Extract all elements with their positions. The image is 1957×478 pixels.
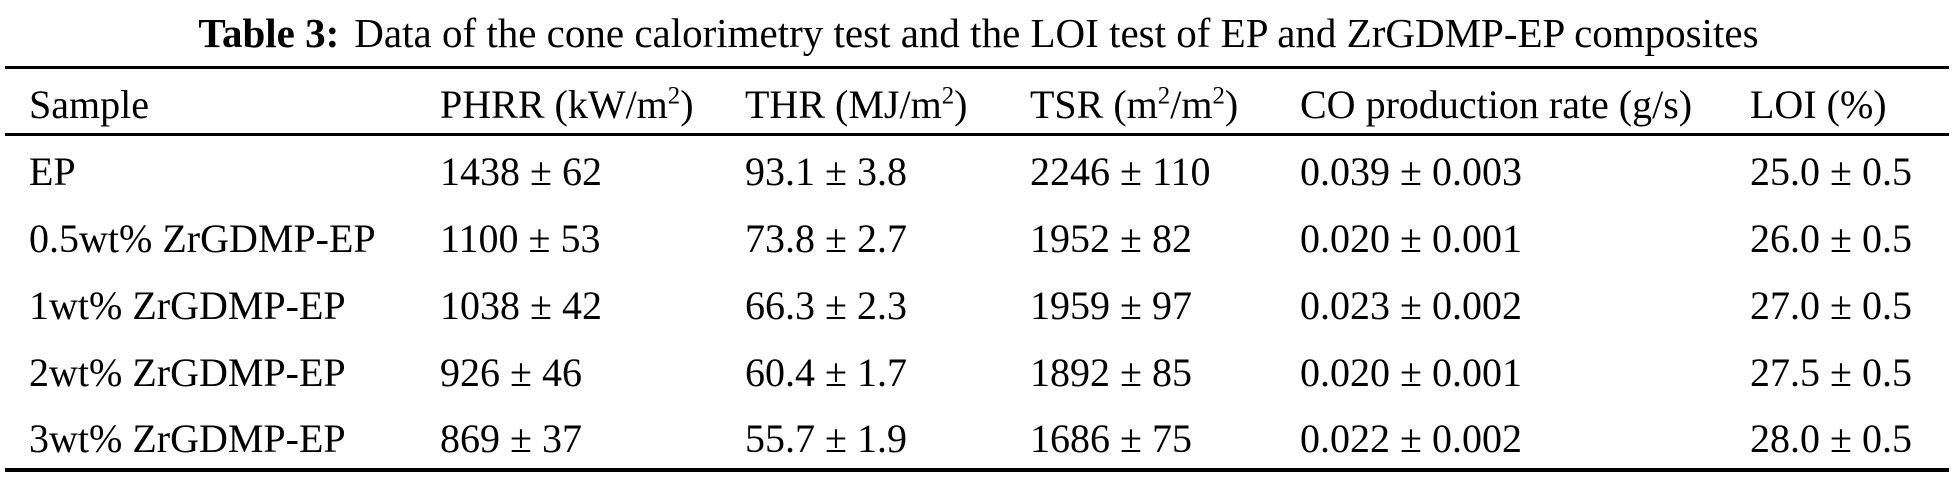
column-header-thr: THR (MJ/m2) bbox=[745, 67, 1030, 136]
header-row: Sample PHRR (kW/m2) THR (MJ/m2) TSR (m2/… bbox=[5, 67, 1949, 136]
cell-co-rate: 0.023 ± 0.002 bbox=[1300, 282, 1522, 328]
cell-loi: 27.5 ± 0.5 bbox=[1750, 349, 1912, 395]
table-row: 0.5wt% ZrGDMP-EP 1100 ± 53 73.8 ± 2.7 19… bbox=[5, 202, 1949, 269]
column-header-phrr: PHRR (kW/m2) bbox=[440, 67, 745, 136]
cell-tsr: 1959 ± 97 bbox=[1030, 282, 1192, 328]
cell-phrr: 926 ± 46 bbox=[440, 349, 582, 395]
cell-loi: 27.0 ± 0.5 bbox=[1750, 282, 1912, 328]
cell-co-rate: 0.020 ± 0.001 bbox=[1300, 215, 1522, 261]
cell-loi: 28.0 ± 0.5 bbox=[1750, 415, 1912, 461]
cell-sample: 1wt% ZrGDMP-EP bbox=[29, 282, 346, 328]
cell-tsr: 1686 ± 75 bbox=[1030, 415, 1192, 461]
cell-co-rate: 0.022 ± 0.002 bbox=[1300, 415, 1522, 461]
cell-phrr: 869 ± 37 bbox=[440, 415, 582, 461]
table-row: 2wt% ZrGDMP-EP 926 ± 46 60.4 ± 1.7 1892 … bbox=[5, 336, 1949, 403]
superscript: 2 bbox=[941, 82, 955, 110]
cell-sample: 2wt% ZrGDMP-EP bbox=[29, 349, 346, 395]
superscript: 2 bbox=[1212, 82, 1225, 110]
cell-thr: 66.3 ± 2.3 bbox=[745, 282, 907, 328]
column-header-co-rate: CO production rate (g/s) bbox=[1300, 67, 1750, 136]
cell-thr: 73.8 ± 2.7 bbox=[745, 215, 907, 261]
cell-sample: EP bbox=[29, 149, 76, 195]
cell-sample: 3wt% ZrGDMP-EP bbox=[29, 415, 346, 461]
column-header-tsr: TSR (m2/m2) bbox=[1030, 67, 1300, 136]
cell-phrr: 1038 ± 42 bbox=[440, 282, 602, 328]
cell-loi: 26.0 ± 0.5 bbox=[1750, 215, 1912, 261]
column-header-loi: LOI (%) bbox=[1750, 67, 1949, 136]
table-row: 3wt% ZrGDMP-EP 869 ± 37 55.7 ± 1.9 1686 … bbox=[5, 403, 1949, 470]
cell-tsr: 1892 ± 85 bbox=[1030, 349, 1192, 395]
table-caption-label: Table 3: bbox=[198, 10, 340, 56]
cell-phrr: 1438 ± 62 bbox=[440, 149, 602, 195]
cell-thr: 93.1 ± 3.8 bbox=[745, 149, 907, 195]
cell-phrr: 1100 ± 53 bbox=[440, 215, 601, 261]
cell-co-rate: 0.039 ± 0.003 bbox=[1300, 149, 1522, 195]
cell-thr: 60.4 ± 1.7 bbox=[745, 349, 907, 395]
cell-sample: 0.5wt% ZrGDMP-EP bbox=[29, 215, 376, 261]
column-header-sample: Sample bbox=[5, 67, 440, 136]
cell-loi: 25.0 ± 0.5 bbox=[1750, 149, 1912, 195]
superscript: 2 bbox=[1157, 82, 1171, 110]
cell-thr: 55.7 ± 1.9 bbox=[745, 415, 907, 461]
table-caption: Table 3: Data of the cone calorimetry te… bbox=[0, 0, 1957, 66]
table-row: 1wt% ZrGDMP-EP 1038 ± 42 66.3 ± 2.3 1959… bbox=[5, 269, 1949, 336]
cell-tsr: 1952 ± 82 bbox=[1030, 215, 1192, 261]
table-caption-text: Data of the cone calorimetry test and th… bbox=[354, 10, 1759, 56]
superscript: 2 bbox=[667, 82, 681, 110]
cell-tsr: 2246 ± 110 bbox=[1030, 149, 1211, 195]
table-row: EP 1438 ± 62 93.1 ± 3.8 2246 ± 110 0.039… bbox=[5, 135, 1949, 202]
cell-co-rate: 0.020 ± 0.001 bbox=[1300, 349, 1522, 395]
data-table: Sample PHRR (kW/m2) THR (MJ/m2) TSR (m2/… bbox=[5, 66, 1949, 472]
